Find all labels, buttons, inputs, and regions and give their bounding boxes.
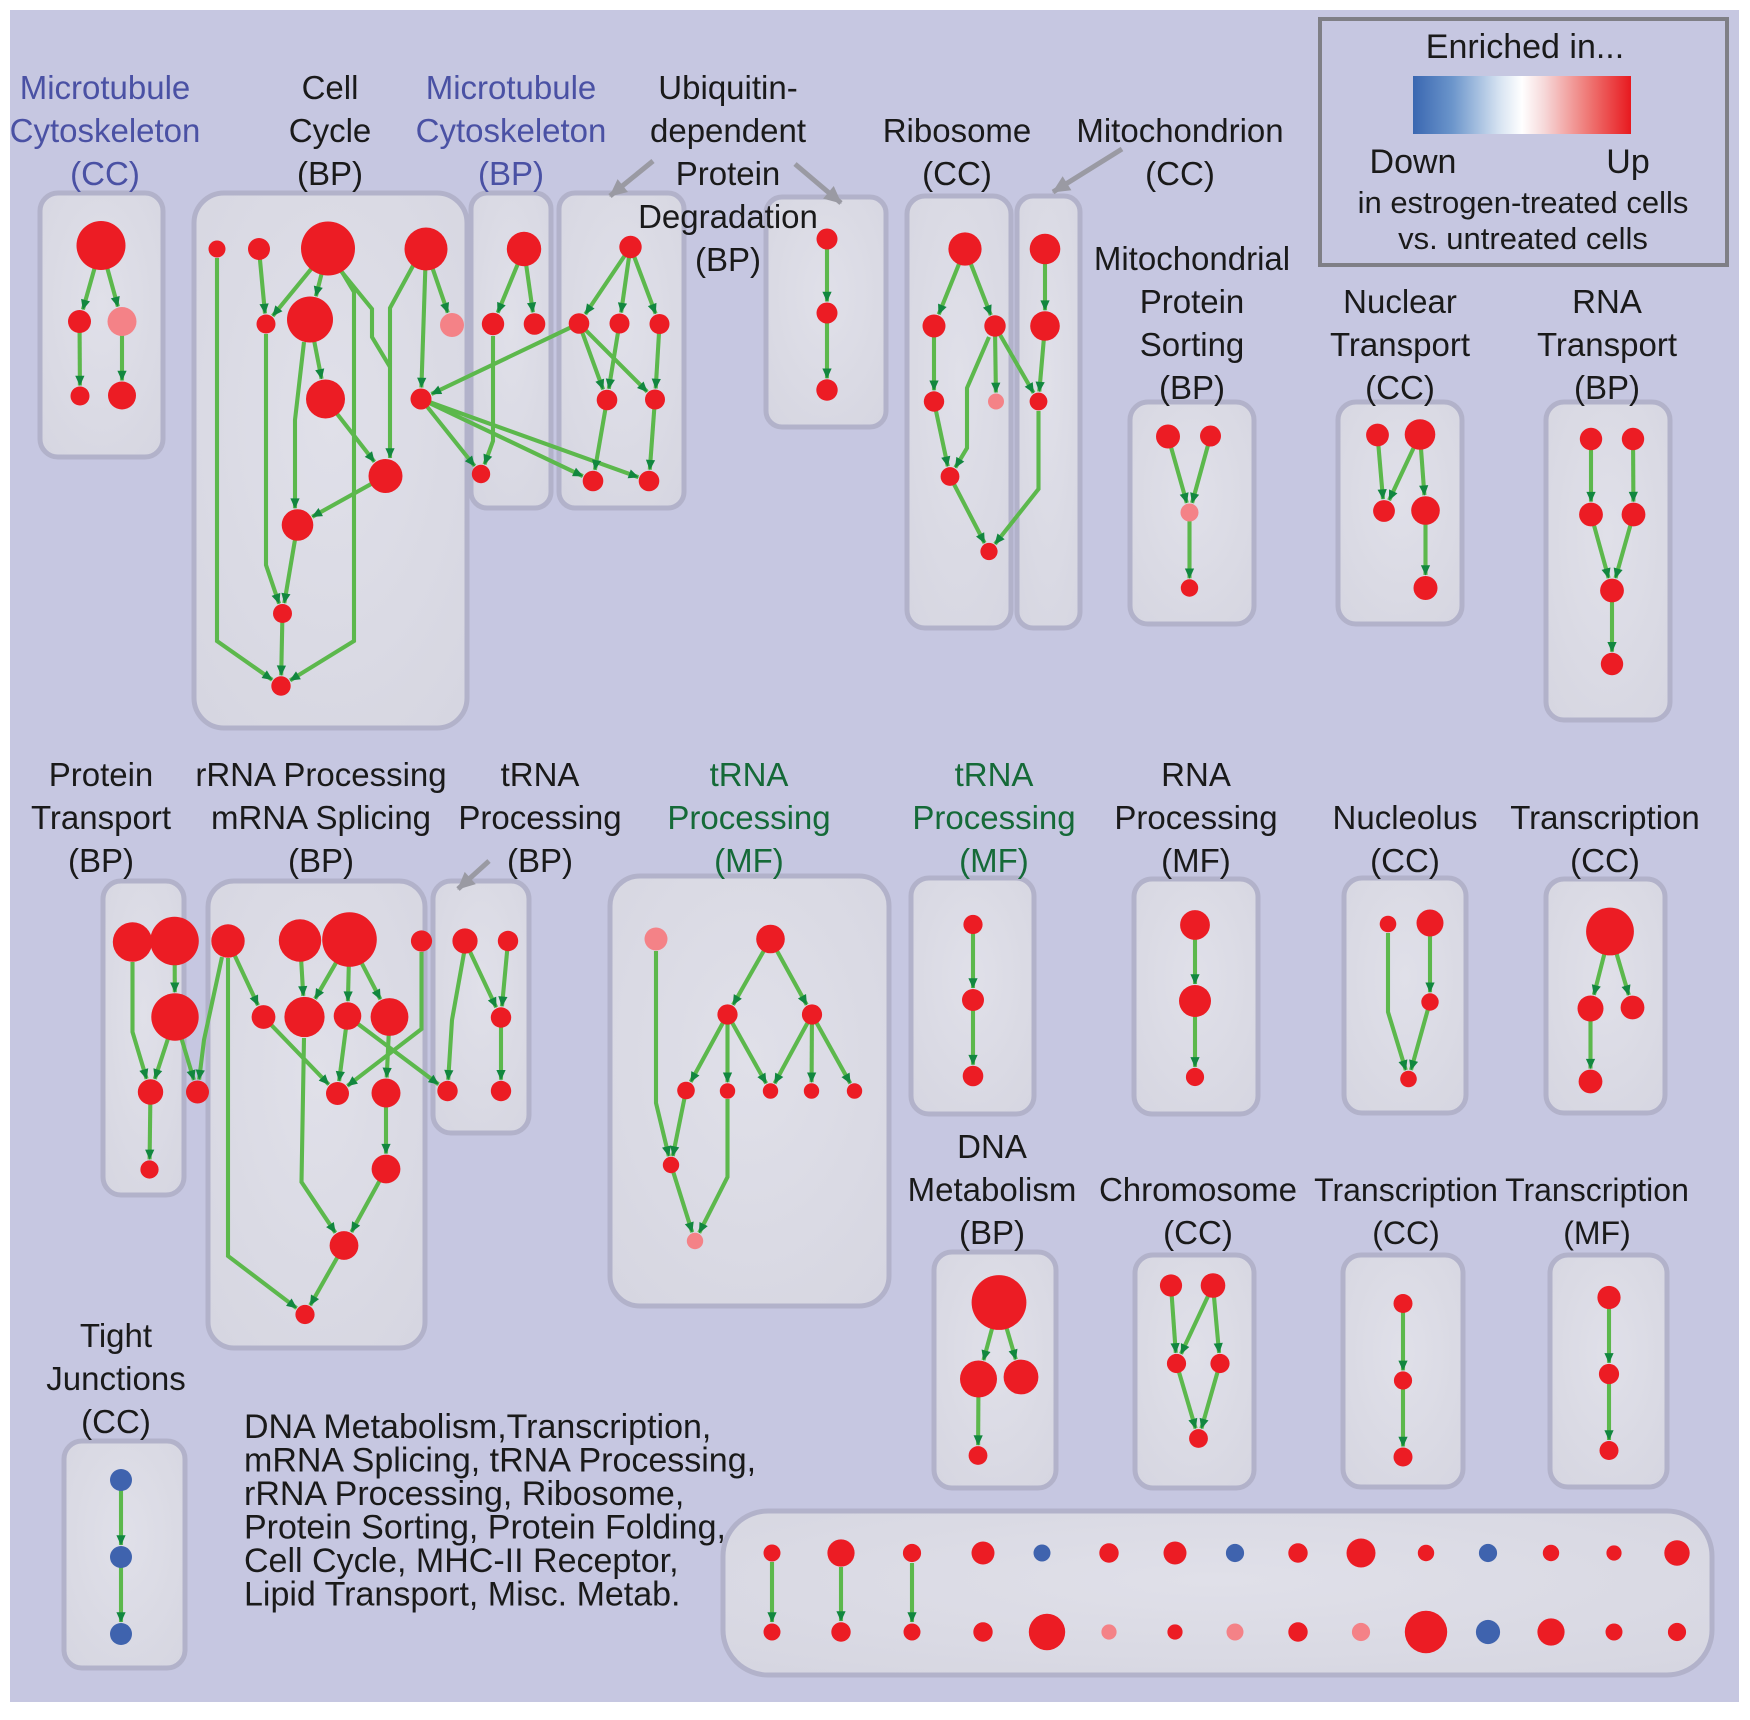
svg-text:Cycle: Cycle [289,112,372,149]
svg-text:Nuclear: Nuclear [1343,283,1457,320]
svg-text:(MF): (MF) [1161,842,1231,879]
svg-text:(BP): (BP) [68,842,134,879]
svg-text:Sorting: Sorting [1140,326,1245,363]
svg-text:Chromosome: Chromosome [1099,1171,1297,1208]
svg-text:Microtubule: Microtubule [426,69,597,106]
svg-text:Nucleolus: Nucleolus [1333,799,1478,836]
svg-text:in estrogen-treated cells: in estrogen-treated cells [1358,185,1689,220]
svg-text:(MF): (MF) [1563,1215,1631,1251]
svg-text:(CC): (CC) [1372,1215,1440,1251]
svg-text:DNA: DNA [957,1128,1027,1165]
svg-text:(CC): (CC) [81,1403,151,1440]
svg-text:Microtubule: Microtubule [20,69,191,106]
svg-text:Mitochondrial: Mitochondrial [1094,240,1290,277]
svg-text:Processing: Processing [1114,799,1277,836]
svg-text:(BP): (BP) [507,842,573,879]
svg-text:Degradation: Degradation [638,198,818,235]
svg-text:Transcription: Transcription [1314,1172,1498,1208]
svg-text:(MF): (MF) [714,842,784,879]
svg-text:Protein Sorting, Protein Foldi: Protein Sorting, Protein Folding, [244,1509,726,1547]
svg-text:(BP): (BP) [1574,369,1640,406]
svg-text:Processing: Processing [458,799,621,836]
svg-text:Protein: Protein [676,155,781,192]
svg-text:(CC): (CC) [1163,1214,1233,1251]
svg-text:Enriched in...: Enriched in... [1426,28,1624,66]
svg-text:(BP): (BP) [1159,369,1225,406]
svg-text:mRNA Splicing, tRNA Processing: mRNA Splicing, tRNA Processing, [244,1442,756,1480]
svg-text:Ubiquitin-: Ubiquitin- [658,69,797,106]
svg-text:vs. untreated cells: vs. untreated cells [1398,221,1648,256]
svg-text:rRNA Processing, Ribosome,: rRNA Processing, Ribosome, [244,1475,684,1513]
svg-text:(CC): (CC) [1370,842,1440,879]
svg-text:tRNA: tRNA [710,756,789,793]
svg-text:tRNA: tRNA [501,756,580,793]
svg-text:(CC): (CC) [922,155,992,192]
svg-text:(CC): (CC) [1570,842,1640,879]
svg-text:Protein: Protein [1140,283,1245,320]
svg-text:Protein: Protein [49,756,154,793]
svg-text:Transcription: Transcription [1510,799,1700,836]
svg-text:(MF): (MF) [959,842,1029,879]
svg-text:(CC): (CC) [1145,155,1215,192]
svg-text:Lipid Transport, Misc. Metab.: Lipid Transport, Misc. Metab. [244,1576,681,1614]
svg-text:Cytoskeleton: Cytoskeleton [10,112,201,149]
svg-text:Cell Cycle, MHC-II Receptor,: Cell Cycle, MHC-II Receptor, [244,1542,679,1580]
svg-text:Junctions: Junctions [46,1360,185,1397]
svg-text:(CC): (CC) [1365,369,1435,406]
svg-text:(BP): (BP) [959,1214,1025,1251]
svg-text:RNA: RNA [1161,756,1231,793]
svg-text:(BP): (BP) [478,155,544,192]
svg-text:rRNA Processing: rRNA Processing [195,756,446,793]
svg-text:mRNA Splicing: mRNA Splicing [211,799,431,836]
svg-text:Up: Up [1606,143,1649,181]
svg-text:Down: Down [1370,143,1457,181]
svg-text:Transcription: Transcription [1505,1172,1689,1208]
svg-text:Processing: Processing [912,799,1075,836]
svg-text:(BP): (BP) [695,241,761,278]
svg-text:Cytoskeleton: Cytoskeleton [416,112,607,149]
svg-text:(BP): (BP) [288,842,354,879]
svg-text:Cell: Cell [302,69,359,106]
svg-text:Processing: Processing [667,799,830,836]
svg-text:(BP): (BP) [297,155,363,192]
svg-text:tRNA: tRNA [955,756,1034,793]
svg-text:dependent: dependent [650,112,806,149]
svg-text:(CC): (CC) [70,155,140,192]
svg-text:Ribosome: Ribosome [883,112,1032,149]
svg-text:RNA: RNA [1572,283,1642,320]
svg-text:Transport: Transport [1537,326,1677,363]
svg-text:Transport: Transport [31,799,171,836]
svg-text:Metabolism: Metabolism [908,1171,1077,1208]
svg-text:DNA Metabolism,Transcription,: DNA Metabolism,Transcription, [244,1408,711,1446]
svg-text:Tight: Tight [80,1317,152,1354]
svg-text:Transport: Transport [1330,326,1470,363]
svg-text:Mitochondrion: Mitochondrion [1076,112,1283,149]
